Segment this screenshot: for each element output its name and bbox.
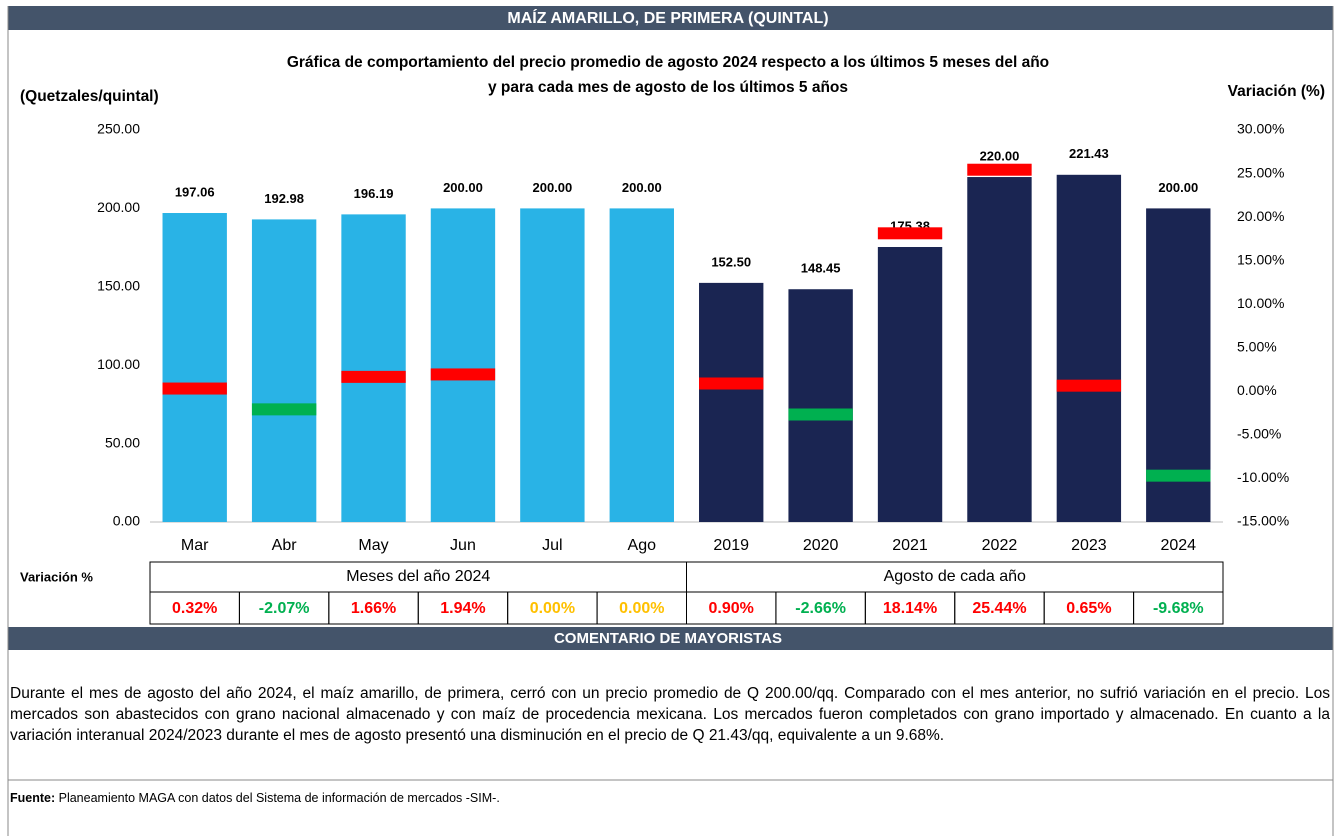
variation-label: 0.65% <box>1066 600 1111 617</box>
variation-label: -2.66% <box>795 600 846 617</box>
y2-tick-label: -15.00% <box>1237 513 1289 529</box>
bar <box>699 282 764 522</box>
bar <box>609 208 674 522</box>
y2-tick-label: 5.00% <box>1237 338 1277 354</box>
x-tick-label: Mar <box>181 537 209 554</box>
x-tick-label: Abr <box>272 537 298 554</box>
value-label: 196.19 <box>354 186 394 201</box>
variation-marker <box>162 382 227 395</box>
table-label: Variación % <box>20 569 93 584</box>
y2-tick-label: 20.00% <box>1237 208 1284 224</box>
value-label: 221.43 <box>1069 146 1109 161</box>
source-text: Planeamiento MAGA con datos del Sistema … <box>55 791 500 805</box>
y2-tick-label: 0.00% <box>1237 382 1277 398</box>
variation-label: 0.00% <box>619 600 664 617</box>
variation-marker <box>1146 469 1211 482</box>
bar <box>162 213 227 522</box>
variation-label: 18.14% <box>883 600 937 617</box>
y-axis-label: (Quetzales/quintal) <box>20 88 159 105</box>
value-label: 200.00 <box>1158 180 1198 195</box>
variation-label: 0.32% <box>172 600 217 617</box>
y2-tick-label: 15.00% <box>1237 251 1284 267</box>
y-tick-label: 250.00 <box>97 121 140 137</box>
x-tick-label: 2021 <box>892 537 928 554</box>
y-tick-label: 150.00 <box>97 278 140 294</box>
x-tick-label: 2020 <box>803 537 839 554</box>
y2-axis-label: Variación (%) <box>1228 83 1325 100</box>
x-tick-label: 2019 <box>713 537 749 554</box>
variation-marker <box>788 408 853 421</box>
variation-marker <box>877 227 943 240</box>
x-tick-label: 2023 <box>1071 537 1107 554</box>
variation-label: 0.90% <box>709 600 754 617</box>
value-label: 197.06 <box>175 184 215 199</box>
value-label: 220.00 <box>980 148 1020 163</box>
header-bar <box>8 6 1333 30</box>
variation-label: -2.07% <box>259 600 310 617</box>
x-tick-label: 2024 <box>1160 537 1196 554</box>
bar <box>788 289 853 522</box>
y-tick-label: 200.00 <box>97 199 140 215</box>
bar <box>430 208 496 522</box>
y2-tick-label: 10.00% <box>1237 295 1284 311</box>
bar <box>967 177 1032 523</box>
value-label: 200.00 <box>532 180 572 195</box>
x-tick-label: 2022 <box>982 537 1018 554</box>
variation-marker <box>699 377 764 390</box>
y2-tick-label: -10.00% <box>1237 469 1289 485</box>
chart-title: Gráfica de comportamiento del precio pro… <box>287 54 1049 71</box>
variation-marker <box>251 403 317 416</box>
bar <box>877 247 943 523</box>
chart-title: y para cada mes de agosto de los últimos… <box>488 79 848 96</box>
y-tick-label: 0.00 <box>113 513 140 529</box>
group-label: Meses del año 2024 <box>346 568 490 585</box>
variation-label: 25.44% <box>972 600 1026 617</box>
source-label: Fuente: <box>10 791 56 805</box>
value-label: 200.00 <box>622 180 662 195</box>
variation-label: 0.00% <box>530 600 575 617</box>
comment-text: Durante el mes de agosto del año 2024, e… <box>10 685 1330 744</box>
bar <box>341 214 406 522</box>
group-label: Agosto de cada año <box>884 568 1026 585</box>
value-label: 152.50 <box>711 254 751 269</box>
comment-bar <box>8 627 1333 650</box>
value-label: 192.98 <box>264 191 304 206</box>
y2-tick-label: 30.00% <box>1237 121 1284 137</box>
comment-title: COMENTARIO DE MAYORISTAS <box>554 630 782 647</box>
source: Fuente: Planeamiento MAGA con datos del … <box>10 791 500 805</box>
y2-tick-label: -5.00% <box>1237 426 1281 442</box>
x-tick-label: Jul <box>542 537 562 554</box>
x-tick-label: Jun <box>450 537 476 554</box>
y-tick-label: 50.00 <box>105 434 140 450</box>
bar <box>1056 174 1122 522</box>
y2-tick-label: 25.00% <box>1237 164 1284 180</box>
variation-marker <box>1056 379 1122 392</box>
variation-label: 1.94% <box>440 600 485 617</box>
header: MAÍZ AMARILLO, DE PRIMERA (QUINTAL) <box>507 8 828 27</box>
value-label: 148.45 <box>801 261 841 276</box>
bar <box>251 219 317 523</box>
variation-marker <box>341 370 406 383</box>
x-tick-label: May <box>358 537 388 554</box>
variation-marker <box>967 163 1032 176</box>
value-label: 200.00 <box>443 180 483 195</box>
variation-marker <box>430 368 496 381</box>
y-tick-label: 100.00 <box>97 356 140 372</box>
bar <box>520 208 585 522</box>
group-cell <box>686 561 1224 593</box>
x-tick-label: Ago <box>628 537 657 554</box>
variation-label: -9.68% <box>1153 600 1204 617</box>
variation-label: 1.66% <box>351 600 396 617</box>
